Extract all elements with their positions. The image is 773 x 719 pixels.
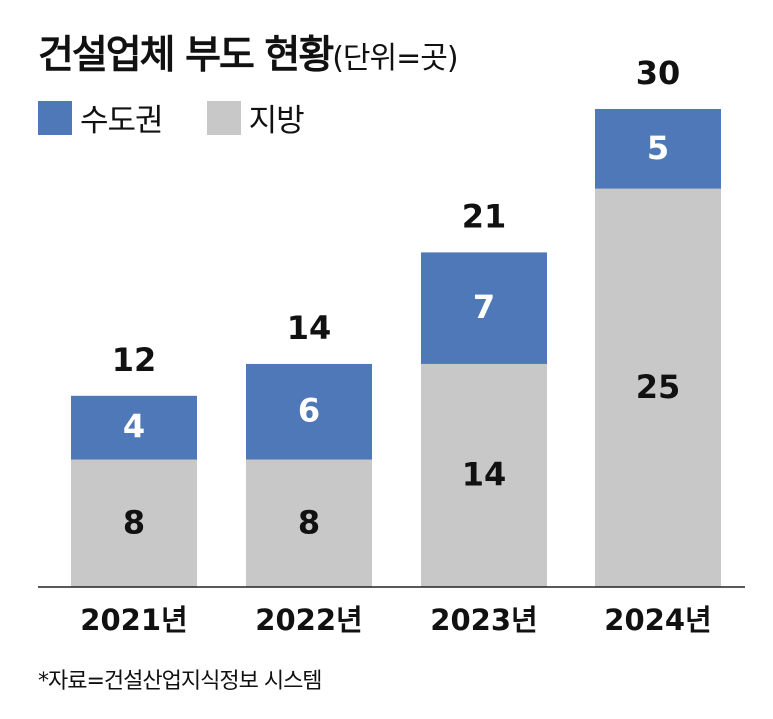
segment-value-region: 8	[298, 503, 320, 541]
legend-swatch-metro	[38, 100, 72, 135]
bar-total-label: 12	[112, 341, 157, 379]
x-tick-label: 2021년	[80, 603, 187, 637]
chart-title-row: 건설업체 부도 현황(단위=곳)	[38, 24, 459, 80]
bar-segment-metro	[595, 109, 721, 189]
bar-segment-region	[71, 459, 197, 587]
legend-swatch-region	[206, 100, 241, 135]
segment-value-metro: 7	[473, 288, 495, 326]
bar-segment-metro	[421, 252, 547, 364]
bar-segment-region	[246, 459, 372, 587]
bar-segment-region	[595, 188, 721, 587]
segment-value-metro: 4	[123, 408, 145, 446]
segment-value-metro: 5	[647, 129, 669, 167]
x-tick-label: 2022년	[255, 603, 362, 637]
x-tick-label: 2023년	[430, 603, 537, 637]
legend: 수도권 지방	[38, 95, 348, 140]
bar-segment-metro	[71, 395, 197, 460]
bar-total-label: 30	[636, 54, 681, 92]
x-tick-label: 2024년	[604, 603, 711, 637]
chart-title: 건설업체 부도 현황	[38, 33, 334, 78]
source-note: *자료=건설산업지식정보 시스템	[38, 669, 323, 694]
segment-value-metro: 6	[298, 392, 320, 430]
legend-item-region: 지방	[206, 95, 305, 140]
bar-segment-metro	[246, 363, 372, 460]
bar-total-label: 21	[462, 197, 507, 235]
segment-value-region: 25	[636, 368, 681, 406]
legend-label-region: 지방	[248, 103, 305, 139]
bar-total-label: 14	[287, 309, 332, 347]
segment-value-region: 8	[123, 503, 145, 541]
segment-value-region: 14	[462, 455, 507, 493]
bar-segment-region	[421, 363, 547, 587]
unit-label: (단위=곳)	[332, 41, 458, 76]
legend-label-metro: 수도권	[80, 103, 164, 139]
legend-item-metro: 수도권	[38, 95, 164, 140]
